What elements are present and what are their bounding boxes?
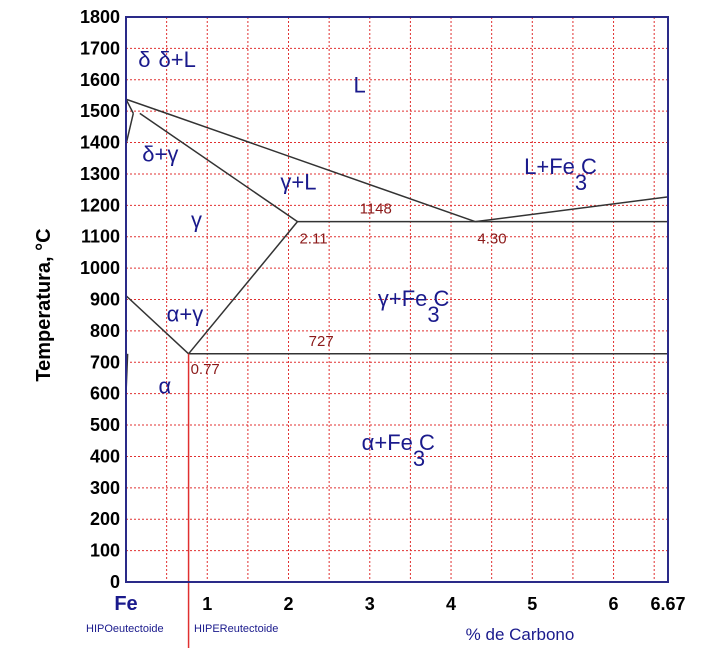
x-tick-label: 2 (284, 594, 294, 614)
y-tick-label: 500 (90, 415, 120, 435)
curve-liquidus-left (125, 98, 476, 223)
y-tick-label: 600 (90, 384, 120, 404)
region-label: δ+L (159, 47, 196, 72)
curve-delta-bound-1 (125, 113, 135, 145)
curve-layer (125, 98, 669, 648)
y-tick-label: 1600 (80, 70, 120, 90)
region-label: α (159, 374, 172, 399)
y-tick-label: 1100 (81, 227, 120, 247)
region-label: L (354, 72, 366, 97)
x-tick-label: 6 (609, 594, 619, 614)
y-tick-label: 200 (90, 509, 120, 529)
y-tick-label: 800 (90, 321, 120, 341)
x-tick-label: 1 (202, 594, 212, 614)
y-tick-label: 100 (90, 541, 120, 561)
y-tick-label: 0 (110, 572, 120, 592)
curve-solidus (139, 112, 298, 223)
y-tick-label: 1300 (80, 164, 120, 184)
hypo-eutectoid-note: HIPOeutectoide (86, 623, 164, 635)
region-subscript: 3 (575, 170, 587, 195)
x-axis-label: % de Carbono (466, 625, 575, 644)
point-label: 4.30 (477, 231, 506, 248)
y-tick-label: 300 (90, 478, 120, 498)
y-axis-label: Temperatura, °C (33, 228, 55, 381)
region-label: δ (138, 47, 150, 72)
region-label: α+γ (167, 301, 204, 326)
curve-liquidus-right (475, 196, 669, 223)
region-label: γ (191, 207, 202, 232)
point-label: 727 (309, 333, 334, 350)
y-tick-label: 1400 (80, 133, 120, 153)
x-tick-label: 5 (527, 594, 537, 614)
y-tick-label: 1700 (80, 38, 120, 58)
point-label: 0.77 (191, 361, 220, 378)
y-tick-label: 1500 (80, 101, 120, 121)
region-subscript: 3 (413, 446, 425, 471)
y-tick-label: 700 (90, 352, 120, 372)
curve-delta-bound-2 (125, 98, 134, 114)
region-label: γ+L (280, 170, 316, 195)
region-label: δ+γ (142, 141, 178, 166)
x-tick-label: Fe (114, 593, 137, 615)
plot-frame (125, 16, 669, 583)
x-tick-label: 3 (365, 594, 375, 614)
curve-acm (187, 221, 299, 355)
y-tick-label: 1800 (80, 7, 120, 27)
region-subscript: 3 (427, 302, 439, 327)
tick-layer: 0 100 200 300 400 500 600 700 800 900 1000 1100 1200… (80, 7, 686, 615)
y-tick-label: 900 (90, 290, 120, 310)
hyper-eutectoid-note: HIPEReutectoide (194, 623, 278, 635)
y-tick-label: 400 (90, 446, 120, 466)
point-label: 1148 (360, 201, 392, 218)
x-tick-label: 4 (446, 594, 456, 614)
curve-a3 (125, 295, 190, 355)
point-label: 2.11 (299, 231, 327, 248)
y-tick-label: 1000 (80, 258, 120, 278)
y-tick-label: 1200 (80, 195, 120, 215)
x-tick-label: 6.67 (650, 594, 685, 614)
